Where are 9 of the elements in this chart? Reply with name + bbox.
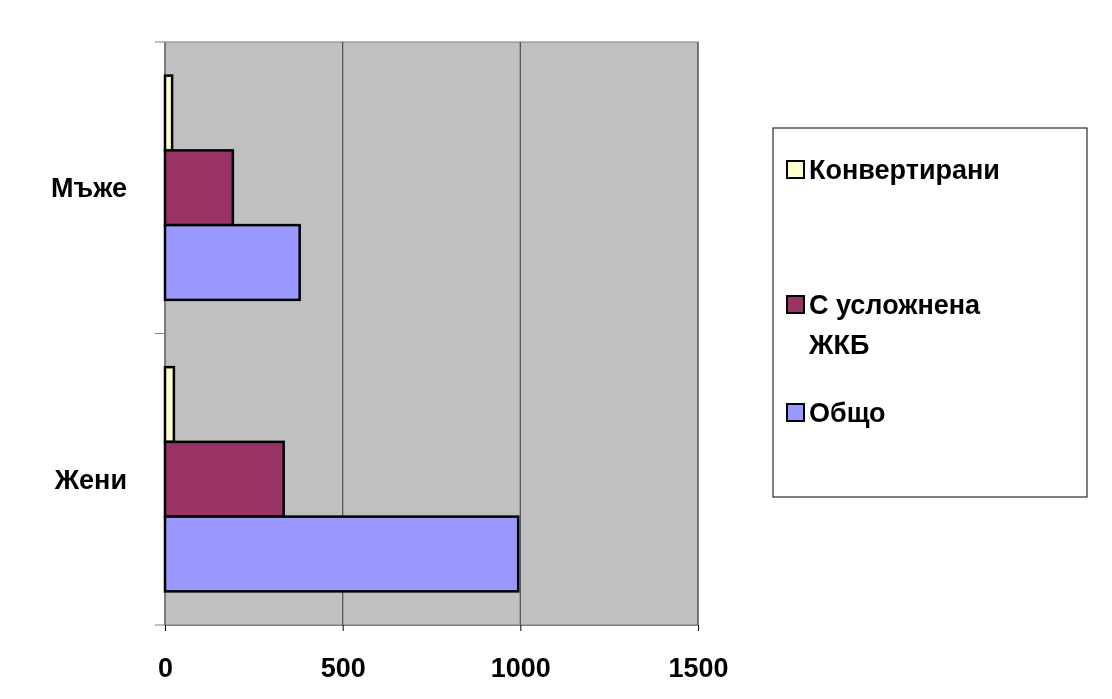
x-tick-label: 1500 (668, 653, 729, 684)
x-tick-label: 500 (320, 653, 366, 684)
x-tick-label: 0 (157, 653, 174, 684)
legend-label: Общо (809, 398, 886, 429)
y-tick-label: Мъже (51, 173, 127, 204)
y-tick-label: Жени (53, 464, 127, 495)
x-tick-label: 1000 (490, 653, 551, 684)
legend-label: С усложнена ЖКБ (808, 290, 982, 360)
legend-label: Конвертирани (809, 155, 1000, 186)
